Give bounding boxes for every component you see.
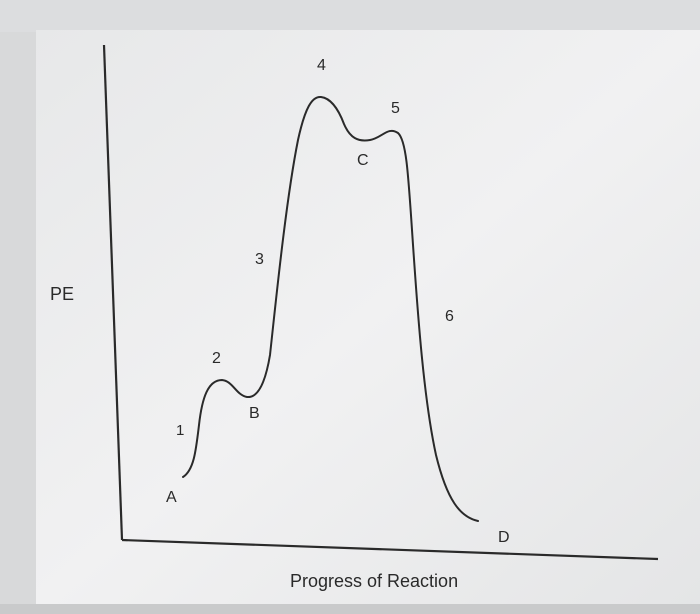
step-label-4: 4 [317, 57, 326, 74]
energy-curve [182, 95, 479, 522]
x-axis [121, 538, 659, 561]
point-label-d: D [498, 529, 510, 546]
bottom-edge [0, 604, 700, 614]
step-label-1: 1 [176, 422, 184, 439]
top-margin [0, 0, 700, 32]
paper [36, 30, 700, 608]
step-label-6: 6 [445, 308, 454, 325]
step-label-5: 5 [391, 100, 400, 117]
y-axis-label: PE [50, 284, 74, 304]
x-axis-label: Progress of Reaction [290, 571, 458, 591]
point-label-a: A [166, 489, 177, 506]
step-label-3: 3 [255, 251, 264, 268]
point-label-c: C [357, 152, 369, 169]
point-label-b: B [249, 405, 260, 422]
step-label-2: 2 [212, 350, 221, 367]
y-axis [102, 44, 124, 541]
